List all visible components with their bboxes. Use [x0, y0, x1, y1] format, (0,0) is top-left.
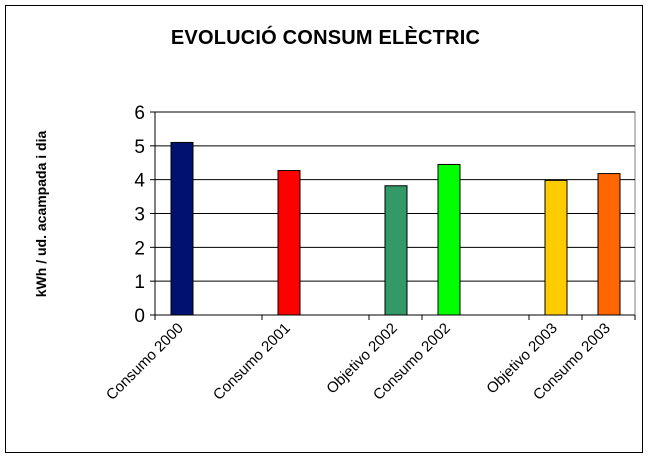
- x-tick-labels: Consumo 2000 Consumo 2001 Objetivo 2002Con…: [103, 320, 614, 404]
- bar: [597, 173, 621, 316]
- bar: [544, 179, 568, 316]
- y-tick-label: 5: [134, 137, 145, 158]
- y-tick-label: 6: [134, 103, 145, 124]
- y-tick-label: 1: [134, 272, 145, 293]
- bar: [170, 141, 194, 316]
- y-tick-label: 3: [134, 205, 145, 226]
- x-tick-label: Consumo 2000: [103, 320, 187, 404]
- bars: [170, 141, 621, 316]
- y-tick-label: 2: [134, 238, 145, 259]
- y-tick-label: 0: [134, 306, 145, 327]
- chart-title: EVOLUCIÓ CONSUM ELÈCTRIC: [170, 27, 481, 49]
- bar: [437, 163, 461, 316]
- y-tick-labels: 0 1 2 3 4 5 6: [134, 103, 145, 327]
- y-tick-label: 4: [134, 171, 145, 192]
- x-tick-label: Consumo 2001: [210, 320, 294, 404]
- axes: [150, 111, 636, 320]
- y-axis-label: kWh / ud. acampada i dia: [33, 131, 49, 298]
- bar: [277, 170, 301, 316]
- bar: [384, 185, 408, 316]
